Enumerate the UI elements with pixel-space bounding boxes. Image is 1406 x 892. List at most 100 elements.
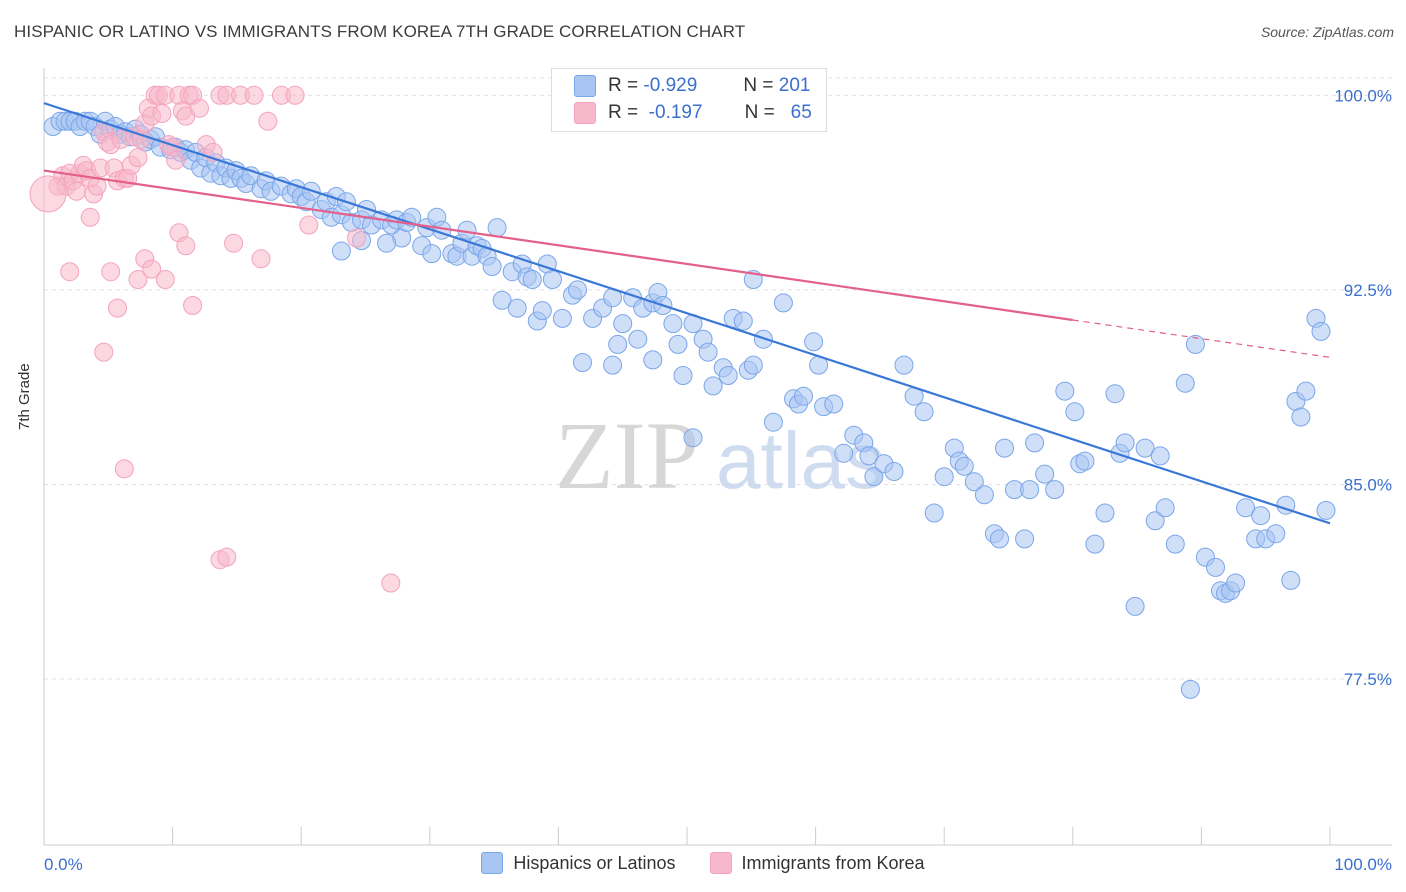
point-hispanic [492,290,512,310]
point-hispanic [1105,384,1125,404]
point-korea [108,298,127,318]
legend-item-korea: Immigrants from Korea [709,852,925,874]
legend-item-hispanic: Hispanics or Latinos [481,852,676,874]
point-hispanic [934,467,954,487]
point-korea [381,573,401,593]
point-korea [251,249,271,269]
point-hispanic [834,443,854,463]
point-hispanic [1185,334,1205,354]
point-hispanic [573,353,592,372]
point-hispanic [1035,464,1055,484]
point-korea [87,176,107,196]
point-hispanic [1281,570,1301,590]
point-korea [114,459,134,479]
stats-row-korea: R = -0.197 N = 65 [552,100,812,126]
point-hispanic [487,218,507,238]
point-hispanic [608,334,628,354]
point-korea [29,175,67,213]
korea-swatch [574,102,596,124]
point-hispanic [568,280,587,300]
point-hispanic [1020,480,1040,500]
n-value-hispanic: 201 [778,75,811,96]
chart-title: HISPANIC OR LATINO VS IMMIGRANTS FROM KO… [14,22,746,41]
r-label: R = [608,102,639,123]
point-hispanic [1180,679,1200,699]
point-korea [244,85,264,105]
point-hispanic [1206,557,1225,577]
point-hispanic [1155,498,1175,518]
point-korea [347,228,367,248]
tick-labels: 77.5% 85.0% 92.5% 100.0% 0.0% 100.0% [44,86,1392,874]
point-hispanic [628,329,648,349]
point-korea [176,236,196,256]
point-hispanic [683,428,703,448]
point-hispanic [1296,381,1316,401]
stats-row-hispanic: R = -0.929 N = 201 [552,73,810,99]
point-korea [67,181,86,201]
point-hispanic [1045,480,1065,500]
point-hispanic [663,314,683,334]
point-hispanic [1145,511,1165,531]
y-tick-label: 100.0% [1334,86,1392,105]
point-hispanic [1316,500,1336,520]
point-hispanic [1226,573,1246,593]
point-hispanic [964,472,984,492]
point-hispanic [532,301,552,321]
point-hispanic [1165,534,1185,554]
point-hispanic [718,366,738,385]
point-hispanic [884,462,904,481]
point-hispanic [1065,402,1085,422]
point-hispanic [995,438,1014,458]
point-korea [60,262,80,282]
point-hispanic [552,308,572,328]
point-hispanic [1291,407,1311,427]
point-hispanic [974,485,994,505]
y-axis-label: 7th Grade [16,363,33,430]
point-hispanic [507,298,527,318]
point-hispanic [613,314,633,334]
y-tick-label: 77.5% [1344,670,1392,689]
point-hispanic [1095,503,1115,523]
point-hispanic [1311,321,1331,341]
point-hispanic [1175,373,1195,393]
point-korea [80,207,100,227]
point-hispanic [894,355,914,375]
source-label: Source: ZipAtlas.com [1260,24,1394,40]
point-hispanic [1150,446,1170,466]
point-hispanic [924,503,944,523]
hispanic-legend-swatch [481,852,504,874]
point-hispanic [763,412,783,432]
point-korea [101,262,121,282]
point-hispanic [824,394,844,414]
point-hispanic [1236,498,1256,518]
n-value-korea: 65 [790,102,812,123]
point-hispanic [990,529,1009,549]
point-korea [142,259,162,279]
point-korea [166,150,186,170]
point-hispanic [1055,381,1075,401]
point-hispanic [482,257,502,276]
watermark-zip: ZIP [555,402,699,509]
point-hispanic [643,350,663,370]
point-korea [190,98,209,118]
point-korea [94,342,114,362]
point-hispanic [673,366,693,385]
point-hispanic [668,334,688,354]
point-korea [155,270,175,289]
series-legend: Hispanics or Latinos Immigrants from Kor… [0,852,1406,874]
point-hispanic [1266,524,1286,544]
point-korea [217,547,237,567]
point-korea [128,270,148,289]
point-hispanic [864,467,884,487]
point-hispanic [1015,529,1035,549]
point-hispanic [773,293,793,313]
point-hispanic [331,241,351,261]
point-hispanic [1075,451,1095,471]
point-hispanic [703,376,723,396]
y-tick-label: 92.5% [1344,281,1392,300]
point-hispanic [522,270,542,289]
r-value-hispanic: -0.929 [643,75,698,96]
point-hispanic [422,244,442,264]
n-label: N = [743,75,774,96]
